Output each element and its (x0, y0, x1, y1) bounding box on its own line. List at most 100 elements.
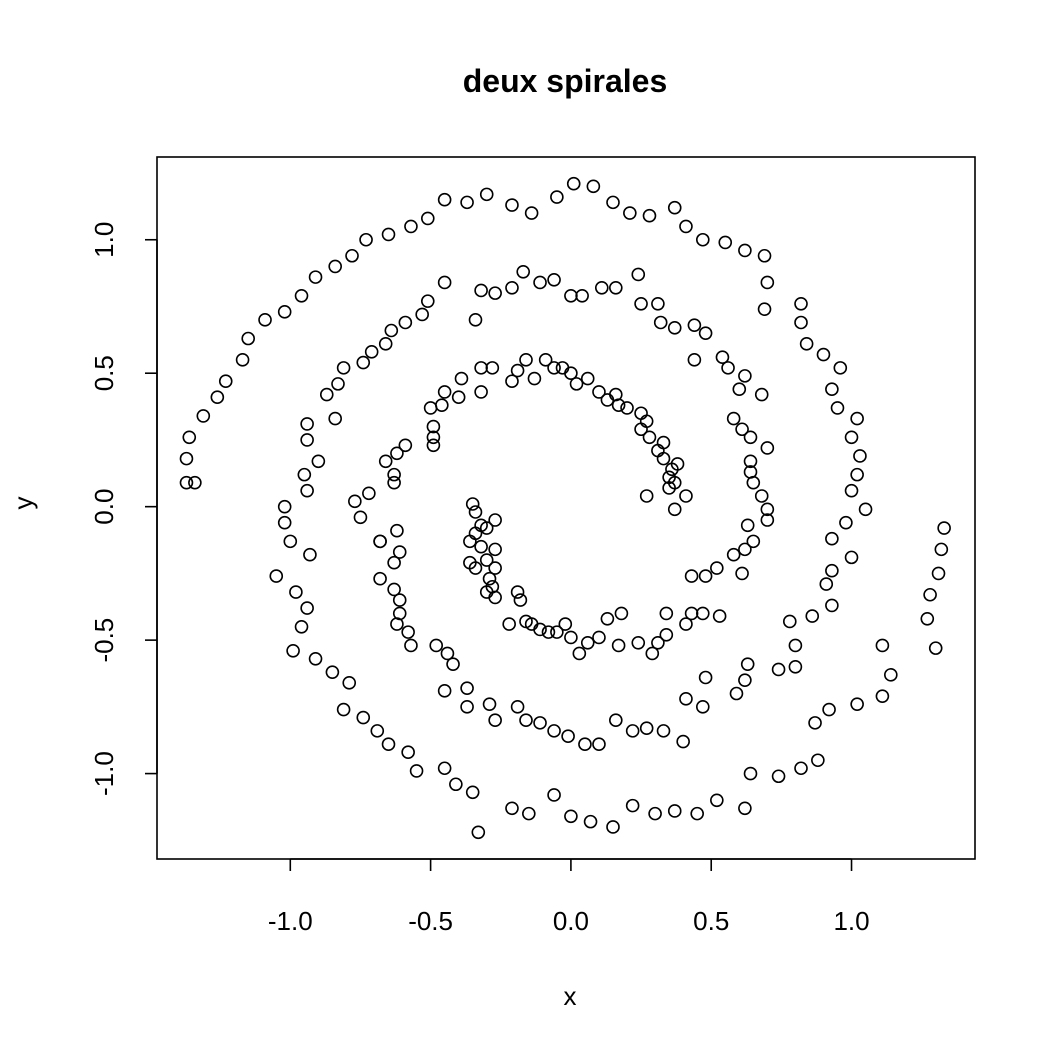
data-point (738, 673, 752, 687)
data-point (342, 676, 357, 690)
data-point (740, 518, 755, 533)
data-point (479, 521, 494, 535)
data-point (485, 361, 500, 375)
data-point (471, 825, 486, 840)
data-point (429, 638, 444, 653)
data-point (715, 350, 730, 364)
data-point (816, 347, 831, 362)
data-point (446, 657, 460, 671)
data-point (387, 582, 401, 597)
data-point (519, 713, 533, 728)
data-point (656, 435, 671, 450)
data-point (286, 644, 300, 658)
data-point (437, 192, 452, 207)
data-point (381, 737, 396, 752)
data-point (735, 566, 749, 581)
data-point (308, 270, 323, 284)
data-point (336, 361, 351, 375)
data-point (516, 264, 531, 279)
data-point (404, 638, 418, 653)
data-point (839, 515, 853, 530)
data-point (653, 315, 668, 330)
data-point (592, 630, 606, 645)
data-point (830, 401, 845, 415)
data-point (743, 430, 758, 445)
data-point (505, 374, 519, 389)
chart-title: deux spirales (463, 63, 668, 99)
data-point (392, 545, 407, 559)
data-point (294, 619, 309, 634)
data-point (437, 385, 452, 399)
data-point (510, 363, 525, 378)
data-point (331, 377, 345, 391)
data-point (440, 646, 455, 661)
data-point (819, 577, 834, 591)
data-point (690, 806, 704, 821)
data-point (850, 411, 864, 426)
data-point (420, 211, 435, 226)
data-point (373, 534, 387, 549)
y-tick-label: -1.0 (89, 751, 119, 796)
data-point (606, 820, 620, 834)
data-point (754, 387, 769, 402)
data-point (533, 622, 547, 637)
data-point (718, 235, 733, 250)
data-point (533, 716, 547, 730)
data-point (437, 761, 452, 776)
data-point (348, 494, 362, 509)
data-point (684, 606, 699, 621)
data-point (600, 393, 615, 407)
data-point (300, 483, 314, 498)
data-point (679, 489, 693, 503)
data-point (884, 668, 898, 682)
data-point (426, 419, 441, 434)
data-point (384, 323, 399, 338)
data-point (547, 724, 561, 738)
data-point (398, 438, 413, 453)
data-point (300, 417, 314, 431)
data-point (488, 286, 502, 300)
data-point (721, 361, 735, 375)
data-point (782, 614, 797, 629)
data-point (746, 534, 761, 549)
data-point (670, 457, 685, 471)
data-point (667, 321, 682, 335)
data-point (449, 777, 463, 792)
data-point (513, 593, 528, 607)
data-point (609, 280, 623, 295)
data-point (611, 398, 626, 413)
data-point (642, 208, 657, 223)
data-point (474, 385, 488, 399)
data-point (625, 798, 640, 813)
data-point (378, 454, 393, 469)
data-point (550, 190, 564, 204)
data-point (642, 430, 657, 445)
data-point (844, 550, 859, 565)
data-points (179, 176, 951, 840)
data-point (794, 761, 808, 776)
data-point (625, 724, 640, 738)
data-point (676, 734, 690, 749)
data-point (679, 219, 693, 234)
y-tick-label: 0.0 (89, 489, 119, 525)
data-point (182, 430, 197, 445)
data-point (875, 638, 890, 653)
data-point (656, 724, 671, 738)
data-point (297, 467, 312, 482)
data-point (423, 401, 438, 415)
data-point (743, 766, 758, 781)
data-point (760, 275, 775, 290)
data-point (757, 248, 772, 263)
data-point (858, 502, 873, 517)
data-point (196, 409, 211, 423)
data-point (844, 430, 859, 445)
data-point (928, 641, 943, 655)
x-tick-label: 1.0 (833, 906, 869, 936)
data-point (488, 561, 502, 575)
data-point (390, 446, 404, 461)
data-point (583, 814, 598, 829)
data-point (356, 710, 371, 725)
data-point (611, 638, 626, 653)
data-point (319, 387, 334, 402)
data-point (667, 502, 682, 517)
